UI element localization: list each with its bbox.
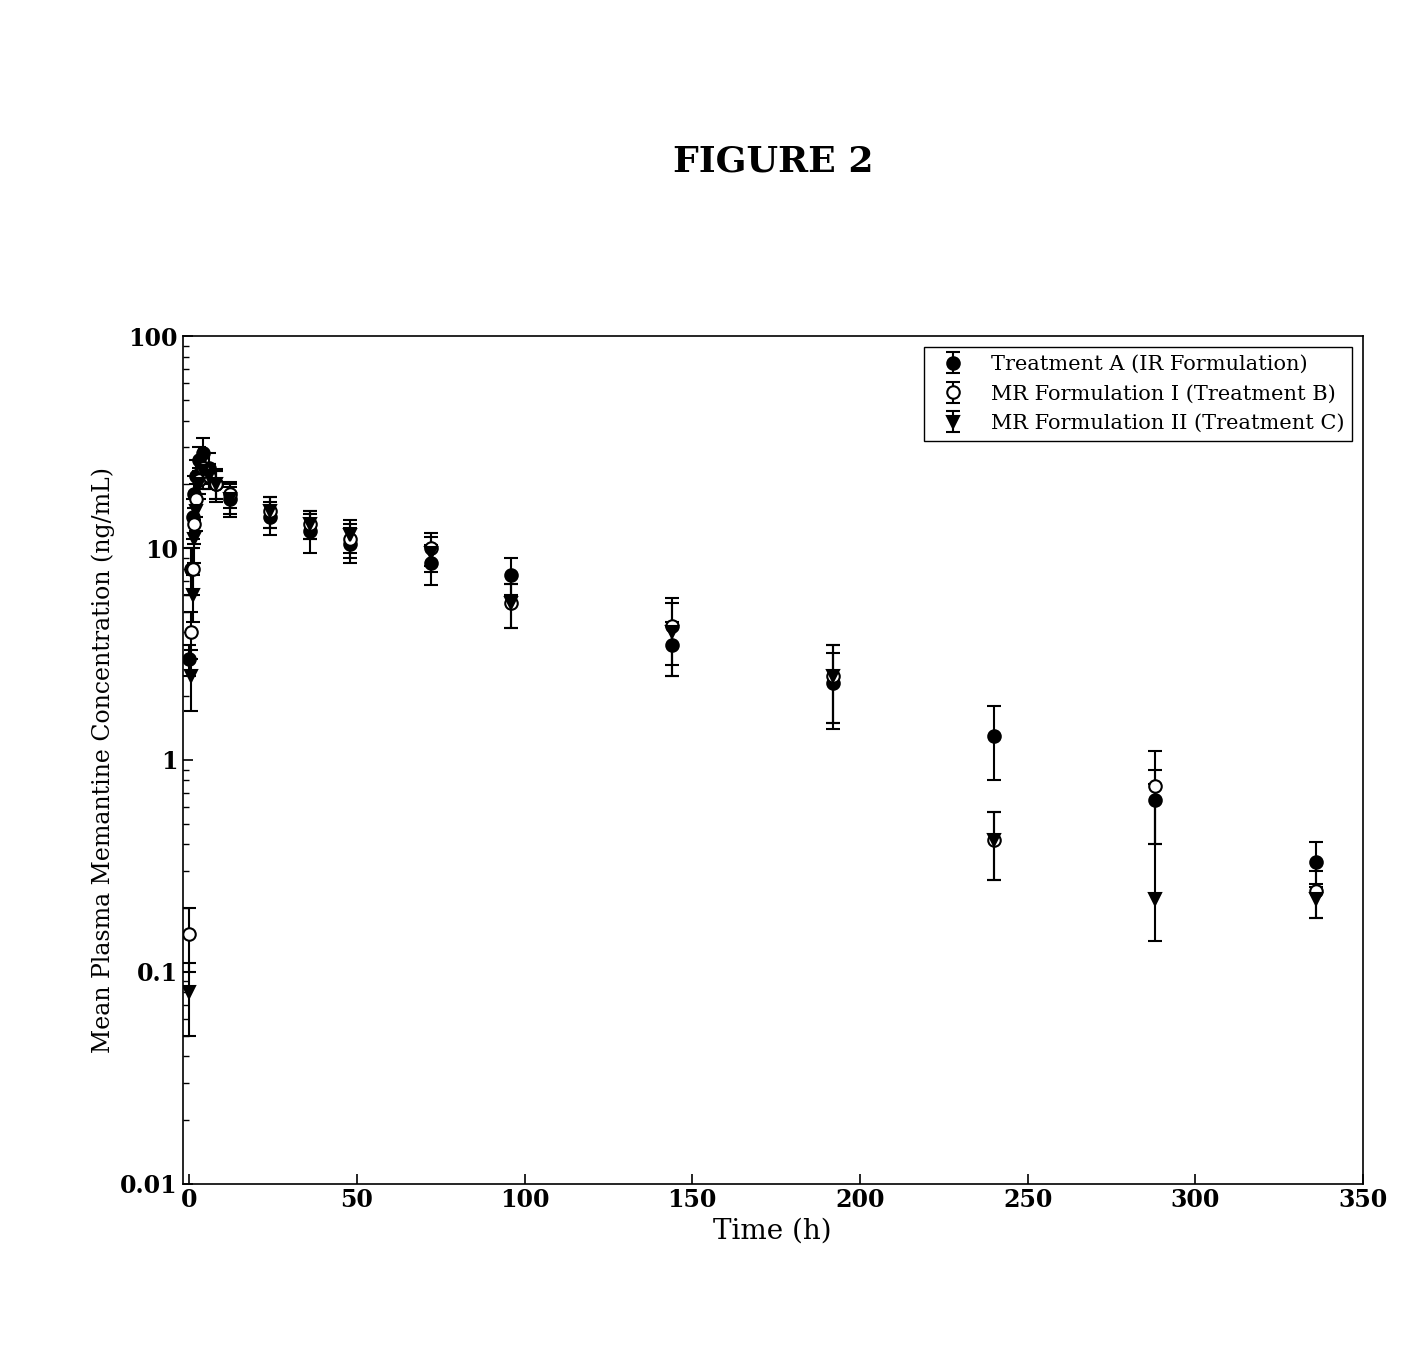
X-axis label: Time (h): Time (h) (714, 1219, 832, 1245)
Text: FIGURE 2: FIGURE 2 (673, 144, 873, 179)
Y-axis label: Mean Plasma Memantine Concentration (ng/mL): Mean Plasma Memantine Concentration (ng/… (91, 467, 115, 1053)
Legend: Treatment A (IR Formulation), MR Formulation I (Treatment B), MR Formulation II : Treatment A (IR Formulation), MR Formula… (924, 347, 1353, 441)
